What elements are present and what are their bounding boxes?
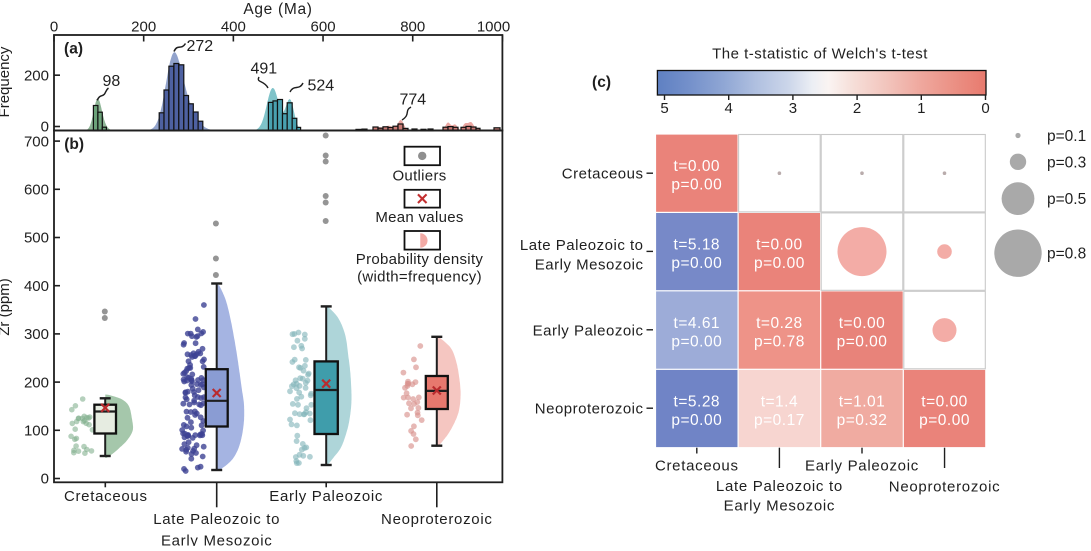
svg-text:p=0.32: p=0.32 bbox=[837, 412, 888, 429]
svg-text:774: 774 bbox=[400, 92, 427, 109]
svg-text:Cretaceous: Cretaceous bbox=[562, 166, 644, 183]
svg-text:Early Mesozoic: Early Mesozoic bbox=[535, 256, 644, 273]
svg-text:0: 0 bbox=[50, 19, 58, 36]
svg-text:t=1.4: t=1.4 bbox=[761, 394, 798, 411]
svg-text:1: 1 bbox=[917, 100, 925, 117]
svg-text:t=0.28: t=0.28 bbox=[756, 315, 803, 332]
svg-text:p=0.00: p=0.00 bbox=[671, 412, 722, 429]
svg-text:p=0.00: p=0.00 bbox=[671, 334, 722, 351]
svg-text:p=0.00: p=0.00 bbox=[919, 412, 970, 429]
svg-text:98: 98 bbox=[103, 73, 121, 90]
svg-text:100: 100 bbox=[24, 423, 49, 440]
svg-text:400: 400 bbox=[24, 278, 49, 295]
svg-text:p=0.00: p=0.00 bbox=[754, 255, 805, 272]
svg-text:800: 800 bbox=[400, 19, 425, 36]
svg-text:200: 200 bbox=[131, 19, 156, 36]
svg-text:t=0.00: t=0.00 bbox=[674, 158, 721, 175]
svg-text:p=0.78: p=0.78 bbox=[754, 334, 805, 351]
svg-text:The t-statistic of Welch's t-t: The t-statistic of Welch's t-test bbox=[712, 46, 928, 63]
svg-text:2: 2 bbox=[853, 100, 861, 117]
svg-text:Neoproterozoic: Neoproterozoic bbox=[889, 479, 1001, 496]
svg-text:t=5.18: t=5.18 bbox=[674, 237, 721, 254]
svg-text:(b): (b) bbox=[64, 136, 84, 153]
svg-text:(a): (a) bbox=[64, 41, 83, 58]
svg-text:t=1.01: t=1.01 bbox=[839, 394, 886, 411]
svg-text:Early Mesozoic: Early Mesozoic bbox=[161, 533, 273, 547]
svg-text:p=0.00: p=0.00 bbox=[671, 255, 722, 272]
svg-text:Outliers: Outliers bbox=[392, 168, 446, 185]
svg-text:Neoproterozoic: Neoproterozoic bbox=[535, 401, 644, 418]
svg-text:Neoproterozoic: Neoproterozoic bbox=[381, 511, 493, 528]
svg-text:p=0.00: p=0.00 bbox=[671, 177, 722, 194]
svg-text:p=0.3: p=0.3 bbox=[1047, 154, 1086, 171]
svg-text:Zr (ppm): Zr (ppm) bbox=[0, 278, 13, 336]
svg-text:t=4.61: t=4.61 bbox=[674, 315, 721, 332]
svg-text:5: 5 bbox=[660, 100, 668, 117]
svg-text:0: 0 bbox=[41, 119, 49, 136]
svg-text:0: 0 bbox=[41, 471, 49, 488]
svg-text:491: 491 bbox=[251, 61, 278, 78]
svg-text:p=0.17: p=0.17 bbox=[754, 412, 805, 429]
svg-text:t=5.28: t=5.28 bbox=[674, 394, 721, 411]
svg-text:600: 600 bbox=[24, 182, 49, 199]
svg-text:t=0.00: t=0.00 bbox=[921, 394, 968, 411]
svg-text:600: 600 bbox=[311, 19, 336, 36]
svg-text:200: 200 bbox=[24, 374, 49, 391]
svg-text:Early Paleozoic: Early Paleozoic bbox=[533, 322, 644, 339]
svg-text:p=0.5: p=0.5 bbox=[1047, 191, 1086, 208]
svg-text:t=0.00: t=0.00 bbox=[756, 237, 803, 254]
svg-text:524: 524 bbox=[308, 78, 335, 95]
svg-text:Early Paleozoic: Early Paleozoic bbox=[269, 488, 383, 505]
svg-text:700: 700 bbox=[24, 133, 49, 150]
svg-text:(width=frequency): (width=frequency) bbox=[357, 269, 482, 286]
svg-text:Cretaceous: Cretaceous bbox=[64, 488, 148, 505]
svg-text:300: 300 bbox=[24, 326, 49, 343]
svg-text:200: 200 bbox=[24, 67, 49, 84]
svg-text:0: 0 bbox=[981, 100, 989, 117]
svg-text:Late Paleozoic to: Late Paleozoic to bbox=[520, 237, 644, 254]
svg-text:Frequency: Frequency bbox=[0, 46, 13, 117]
svg-text:500: 500 bbox=[24, 230, 49, 247]
svg-text:Probability density: Probability density bbox=[356, 251, 484, 268]
svg-text:272: 272 bbox=[187, 38, 214, 55]
svg-text:4: 4 bbox=[725, 100, 733, 117]
svg-text:Late Paleozoic to: Late Paleozoic to bbox=[153, 511, 280, 528]
svg-text:(c): (c) bbox=[592, 74, 611, 91]
svg-text:Mean values: Mean values bbox=[375, 209, 463, 226]
svg-text:Early Paleozoic: Early Paleozoic bbox=[805, 458, 919, 475]
svg-text:3: 3 bbox=[789, 100, 797, 117]
svg-text:Age (Ma): Age (Ma) bbox=[243, 1, 312, 18]
svg-text:1000: 1000 bbox=[477, 19, 510, 36]
svg-text:Late Paleozoic to: Late Paleozoic to bbox=[716, 478, 843, 495]
svg-text:400: 400 bbox=[221, 19, 246, 36]
svg-text:p=0.8: p=0.8 bbox=[1047, 246, 1086, 263]
svg-text:p=0.00: p=0.00 bbox=[837, 334, 888, 351]
svg-text:p=0.1: p=0.1 bbox=[1047, 128, 1086, 145]
svg-text:Cretaceous: Cretaceous bbox=[655, 458, 739, 475]
svg-text:t=0.00: t=0.00 bbox=[839, 315, 886, 332]
svg-text:Early Mesozoic: Early Mesozoic bbox=[724, 498, 836, 515]
